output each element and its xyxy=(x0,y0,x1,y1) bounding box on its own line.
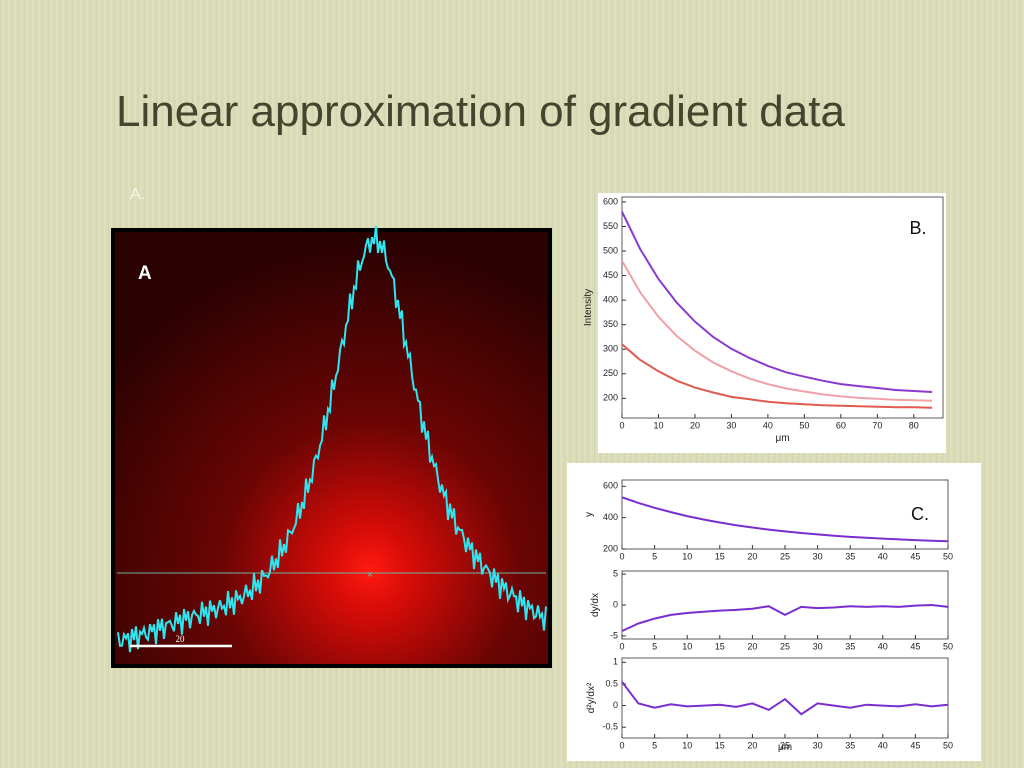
x-tick-label: 15 xyxy=(715,551,725,561)
panel-label: A. xyxy=(130,186,145,203)
x-tick-label: 30 xyxy=(726,420,736,430)
x-tick-label: 5 xyxy=(652,641,657,651)
x-tick-label: 10 xyxy=(682,740,692,750)
x-tick-label: 25 xyxy=(780,740,790,750)
y-tick-label: 0 xyxy=(613,700,618,710)
panel-a-image: × A 20 xyxy=(111,225,552,668)
scale-label: 20 xyxy=(176,634,186,644)
chart: 200 250 300 350 400 450 500 550 600 0 10 20 30 40 50 60… xyxy=(583,196,944,444)
x-tick-label: 45 xyxy=(910,551,920,561)
x-axis-label: μm xyxy=(775,433,789,444)
y-tick-label: -5 xyxy=(610,630,618,640)
x-tick-label: 35 xyxy=(845,740,855,750)
plot-frame xyxy=(621,196,944,419)
x-tick-label: 70 xyxy=(872,420,882,430)
x-tick-label: 45 xyxy=(910,740,920,750)
x-tick-label: 0 xyxy=(619,420,624,430)
x-tick-label: 50 xyxy=(943,740,953,750)
panel-c-box xyxy=(567,463,981,761)
x-tick-label: 25 xyxy=(780,641,790,651)
series-line xyxy=(621,260,933,402)
panel-label: C. xyxy=(911,504,929,524)
y-tick-label: 200 xyxy=(603,543,618,553)
panel-b-box xyxy=(598,193,946,453)
x-tick-label: 35 xyxy=(845,641,855,651)
series-line xyxy=(621,496,949,543)
x-tick-label: 15 xyxy=(715,641,725,651)
y-tick-label: 0.5 xyxy=(605,678,618,688)
x-tick-label: 30 xyxy=(813,740,823,750)
y-tick-label: 1 xyxy=(613,657,618,667)
y-axis-label: d²y/dx² xyxy=(586,682,597,713)
series-line xyxy=(621,603,949,632)
y-tick-label: 200 xyxy=(603,393,618,403)
x-tick-label: 35 xyxy=(845,551,855,561)
y-tick-label: 350 xyxy=(603,319,618,329)
slide-title: Linear approximation of gradient data xyxy=(116,87,845,136)
y-tick-label: 500 xyxy=(603,245,618,255)
x-tick-label: 10 xyxy=(653,420,663,430)
x-tick-label: 10 xyxy=(682,641,692,651)
x-tick-label: 45 xyxy=(910,641,920,651)
y-tick-label: -0.5 xyxy=(602,722,618,732)
y-tick-label: 450 xyxy=(603,270,618,280)
x-tick-label: 10 xyxy=(682,551,692,561)
series-line xyxy=(621,343,933,409)
x-tick-label: 25 xyxy=(780,551,790,561)
x-tick-label: 20 xyxy=(747,740,757,750)
image-label: A xyxy=(138,263,152,284)
panel-label: B. xyxy=(909,218,926,238)
x-tick-label: 40 xyxy=(878,740,888,750)
center-marker: × xyxy=(367,569,373,581)
y-axis-label: dy/dx xyxy=(590,593,601,617)
x-tick-label: 50 xyxy=(799,420,809,430)
x-tick-label: 5 xyxy=(652,740,657,750)
x-tick-label: 50 xyxy=(943,641,953,651)
y-tick-label: 0 xyxy=(613,599,618,609)
x-tick-label: 40 xyxy=(878,551,888,561)
y-tick-label: 400 xyxy=(603,512,618,522)
x-tick-label: 0 xyxy=(619,551,624,561)
x-tick-label: 40 xyxy=(763,420,773,430)
image-field xyxy=(115,232,548,664)
y-axis-label: y xyxy=(584,512,595,517)
chart: 200 400 600 0 5 10 15 20 25 30 35 40 45 50 y C. xyxy=(584,479,953,561)
x-tick-label: 0 xyxy=(619,740,624,750)
y-tick-label: 300 xyxy=(603,344,618,354)
x-tick-label: 30 xyxy=(813,641,823,651)
x-tick-label: 40 xyxy=(878,641,888,651)
series-line xyxy=(621,211,933,393)
y-tick-label: 550 xyxy=(603,221,618,231)
x-tick-label: 0 xyxy=(619,641,624,651)
series-line xyxy=(621,681,949,716)
y-tick-label: 5 xyxy=(613,568,618,578)
x-tick-label: 80 xyxy=(909,420,919,430)
intensity-profile xyxy=(117,225,547,653)
x-tick-label: 15 xyxy=(715,740,725,750)
x-tick-label: 20 xyxy=(747,551,757,561)
y-tick-label: 400 xyxy=(603,295,618,305)
x-tick-label: 60 xyxy=(836,420,846,430)
y-tick-label: 250 xyxy=(603,368,618,378)
y-tick-label: 600 xyxy=(603,196,618,206)
y-tick-label: 600 xyxy=(603,481,618,491)
x-tick-label: 50 xyxy=(943,551,953,561)
x-tick-label: 20 xyxy=(690,420,700,430)
x-axis-label: μm xyxy=(778,742,792,753)
x-tick-label: 20 xyxy=(747,641,757,651)
y-axis-label: Intensity xyxy=(583,289,594,326)
x-tick-label: 5 xyxy=(652,551,657,561)
x-tick-label: 30 xyxy=(813,551,823,561)
